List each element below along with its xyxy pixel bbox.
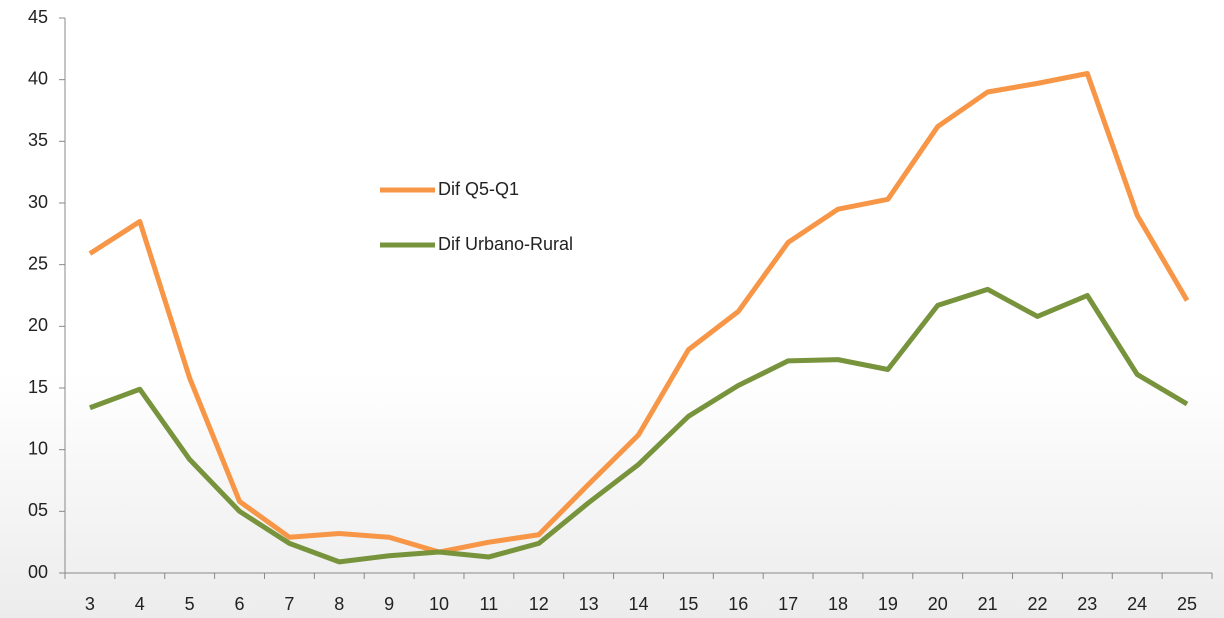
y-tick-label: 30 xyxy=(28,192,48,212)
x-tick-label: 22 xyxy=(1027,594,1047,614)
x-tick-label: 16 xyxy=(728,594,748,614)
y-tick-label: 05 xyxy=(28,500,48,520)
x-tick-label: 12 xyxy=(529,594,549,614)
x-tick-label: 17 xyxy=(778,594,798,614)
series-line xyxy=(88,71,1190,555)
legend-label: Dif Urbano-Rural xyxy=(438,234,573,254)
y-tick-label: 35 xyxy=(28,130,48,150)
x-tick-label: 14 xyxy=(628,594,648,614)
x-tick-label: 23 xyxy=(1077,594,1097,614)
x-tick-label: 9 xyxy=(384,594,394,614)
y-tick-label: 25 xyxy=(28,253,48,273)
x-tick-label: 11 xyxy=(480,594,499,614)
x-tick-label: 18 xyxy=(828,594,848,614)
x-tick-label: 6 xyxy=(235,594,245,614)
x-tick-label: 21 xyxy=(978,594,998,614)
y-tick-label: 10 xyxy=(28,438,48,458)
x-tick-label: 3 xyxy=(85,594,95,614)
x-tick-label: 10 xyxy=(429,594,449,614)
x-tick-label: 19 xyxy=(878,594,898,614)
x-tick-label: 4 xyxy=(135,594,145,614)
x-tick-label: 24 xyxy=(1127,594,1147,614)
y-tick-label: 20 xyxy=(28,315,48,335)
y-tick-label: 45 xyxy=(28,7,48,27)
x-tick-label: 5 xyxy=(185,594,195,614)
x-tick-label: 7 xyxy=(284,594,294,614)
x-tick-label: 15 xyxy=(678,594,698,614)
legend-label: Dif Q5-Q1 xyxy=(438,179,519,199)
y-tick-label: 00 xyxy=(28,562,48,582)
x-tick-label: 13 xyxy=(579,594,599,614)
y-tick-label: 40 xyxy=(28,68,48,88)
x-tick-label: 20 xyxy=(928,594,948,614)
x-tick-label: 25 xyxy=(1177,594,1197,614)
series-line xyxy=(89,286,1189,565)
x-tick-label: 8 xyxy=(334,594,344,614)
y-tick-label: 15 xyxy=(28,377,48,397)
